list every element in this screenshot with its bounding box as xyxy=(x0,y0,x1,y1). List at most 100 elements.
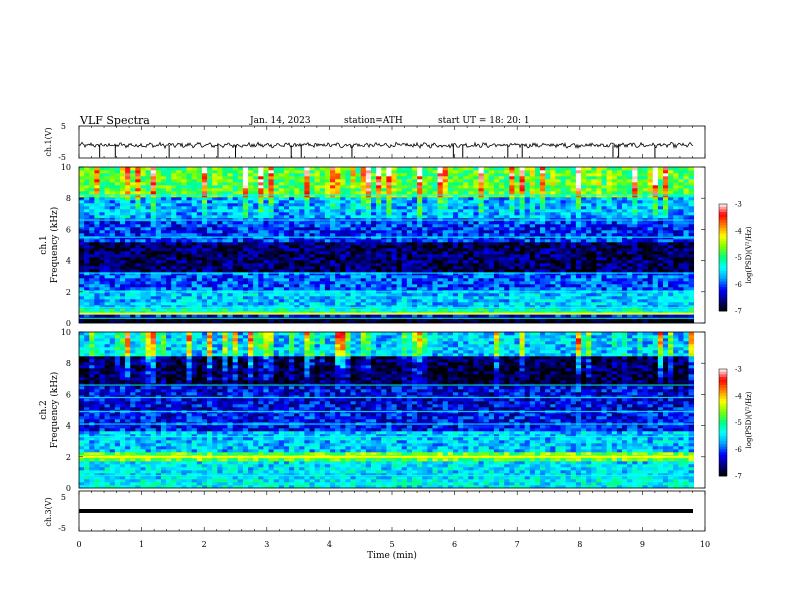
ch1-cell xyxy=(171,254,177,258)
ch1-cell xyxy=(171,173,177,177)
ch1-cell xyxy=(468,260,474,264)
ch1-cell xyxy=(483,188,490,192)
ch1-cell xyxy=(99,197,105,201)
ch1-cell xyxy=(263,170,269,174)
ch1-cell xyxy=(299,188,305,192)
ch1-cell xyxy=(478,212,484,216)
ch1-cell xyxy=(99,308,105,312)
ch1-cell xyxy=(545,287,551,291)
ch1-cell xyxy=(452,200,459,204)
ch1-cell xyxy=(319,296,326,300)
ch1-cell xyxy=(529,275,536,279)
ch1-cell xyxy=(242,296,249,300)
ch1-cell xyxy=(191,215,198,219)
ch1-cell xyxy=(350,227,356,231)
ch1-cell xyxy=(417,230,423,234)
ch1-cell xyxy=(340,200,346,204)
ch1-cell xyxy=(191,191,198,195)
ch1-cell xyxy=(478,257,484,261)
ch1-cell xyxy=(104,239,111,243)
ch1-cell xyxy=(427,206,433,210)
ch1-cell xyxy=(191,251,198,255)
ch1-cell xyxy=(555,254,561,258)
ch1-cell xyxy=(330,260,336,264)
ch1-cell xyxy=(427,245,433,249)
ch1-cell xyxy=(104,257,111,261)
ch1-cell xyxy=(84,212,90,216)
ch1-cell xyxy=(155,176,162,180)
ch1-cell xyxy=(289,263,295,267)
ch1-cell xyxy=(289,257,295,261)
ch1-cell xyxy=(314,257,321,261)
ch1-cell xyxy=(314,254,321,258)
ch1-cell xyxy=(401,248,408,252)
ch1-cell xyxy=(340,248,346,252)
ch1-cell xyxy=(386,200,392,204)
ch1-cell xyxy=(258,296,264,300)
ch1-cell xyxy=(176,305,182,309)
ch1-cell xyxy=(294,296,300,300)
ch1-cell xyxy=(253,281,259,285)
ch1-cell xyxy=(186,308,192,312)
ch1-cell xyxy=(442,293,449,297)
ch1-cell xyxy=(212,308,218,312)
ch1-cell xyxy=(519,197,525,201)
ch1-cell xyxy=(524,275,531,279)
ch1-cell xyxy=(360,230,367,234)
ch1-cell xyxy=(201,251,208,255)
ch1-cell xyxy=(478,302,484,306)
ch1-cell xyxy=(381,251,387,255)
ch1-cell xyxy=(319,263,326,267)
ch1-cell xyxy=(222,170,228,174)
ch1-cell xyxy=(534,260,541,264)
ch1-cell xyxy=(104,251,111,255)
ch1-cell xyxy=(155,221,162,225)
ch1-cell xyxy=(201,209,208,213)
ch1-cell xyxy=(299,176,305,180)
ch1-cell xyxy=(447,281,454,285)
ch1-cell xyxy=(294,281,300,285)
ch1-cell xyxy=(555,233,561,237)
ch1-cell xyxy=(99,257,105,261)
ch1-cell xyxy=(478,284,484,288)
ch1-cell xyxy=(427,179,433,183)
ch1-cell xyxy=(534,257,541,261)
ch1-cell xyxy=(222,242,228,246)
ch1-cell xyxy=(104,230,111,234)
ch1-cell xyxy=(396,263,403,267)
ch1-cell xyxy=(248,176,254,180)
ch1-cell xyxy=(514,221,520,225)
ch1-cell xyxy=(309,269,315,273)
ch1-cell xyxy=(166,275,172,279)
ch1-cell xyxy=(222,293,228,297)
ch1-cell xyxy=(212,176,218,180)
ch1-cell xyxy=(119,212,126,216)
ch1-cell xyxy=(555,245,561,249)
ch1-cell xyxy=(145,203,152,207)
ch1-cell xyxy=(186,176,192,180)
ch1-cell xyxy=(176,269,182,273)
ch1-cell xyxy=(324,266,331,270)
ch1-cell xyxy=(483,182,490,186)
ch1-cell xyxy=(94,248,100,252)
ch1-cell xyxy=(99,287,105,291)
ch1-cell xyxy=(371,167,377,171)
ch1-cell xyxy=(340,176,346,180)
ch1-cell xyxy=(207,263,213,267)
ch1-cell xyxy=(314,212,321,216)
ch1-cell xyxy=(422,275,428,279)
ch1-cell xyxy=(222,206,228,210)
ch1-cell xyxy=(478,230,484,234)
ch1-cell xyxy=(406,293,413,297)
ch1-cell xyxy=(499,203,505,207)
ch1-cell xyxy=(217,269,223,273)
ch1-cell xyxy=(401,266,408,270)
ch1-cell xyxy=(104,206,111,210)
ch1-cell xyxy=(176,284,182,288)
ch1-cell xyxy=(237,176,244,180)
ch1-cell xyxy=(109,266,116,270)
ch1-cell xyxy=(499,206,505,210)
ch1-cell xyxy=(263,227,269,231)
ch1-cell xyxy=(545,179,551,183)
ch1-cell xyxy=(278,260,285,264)
